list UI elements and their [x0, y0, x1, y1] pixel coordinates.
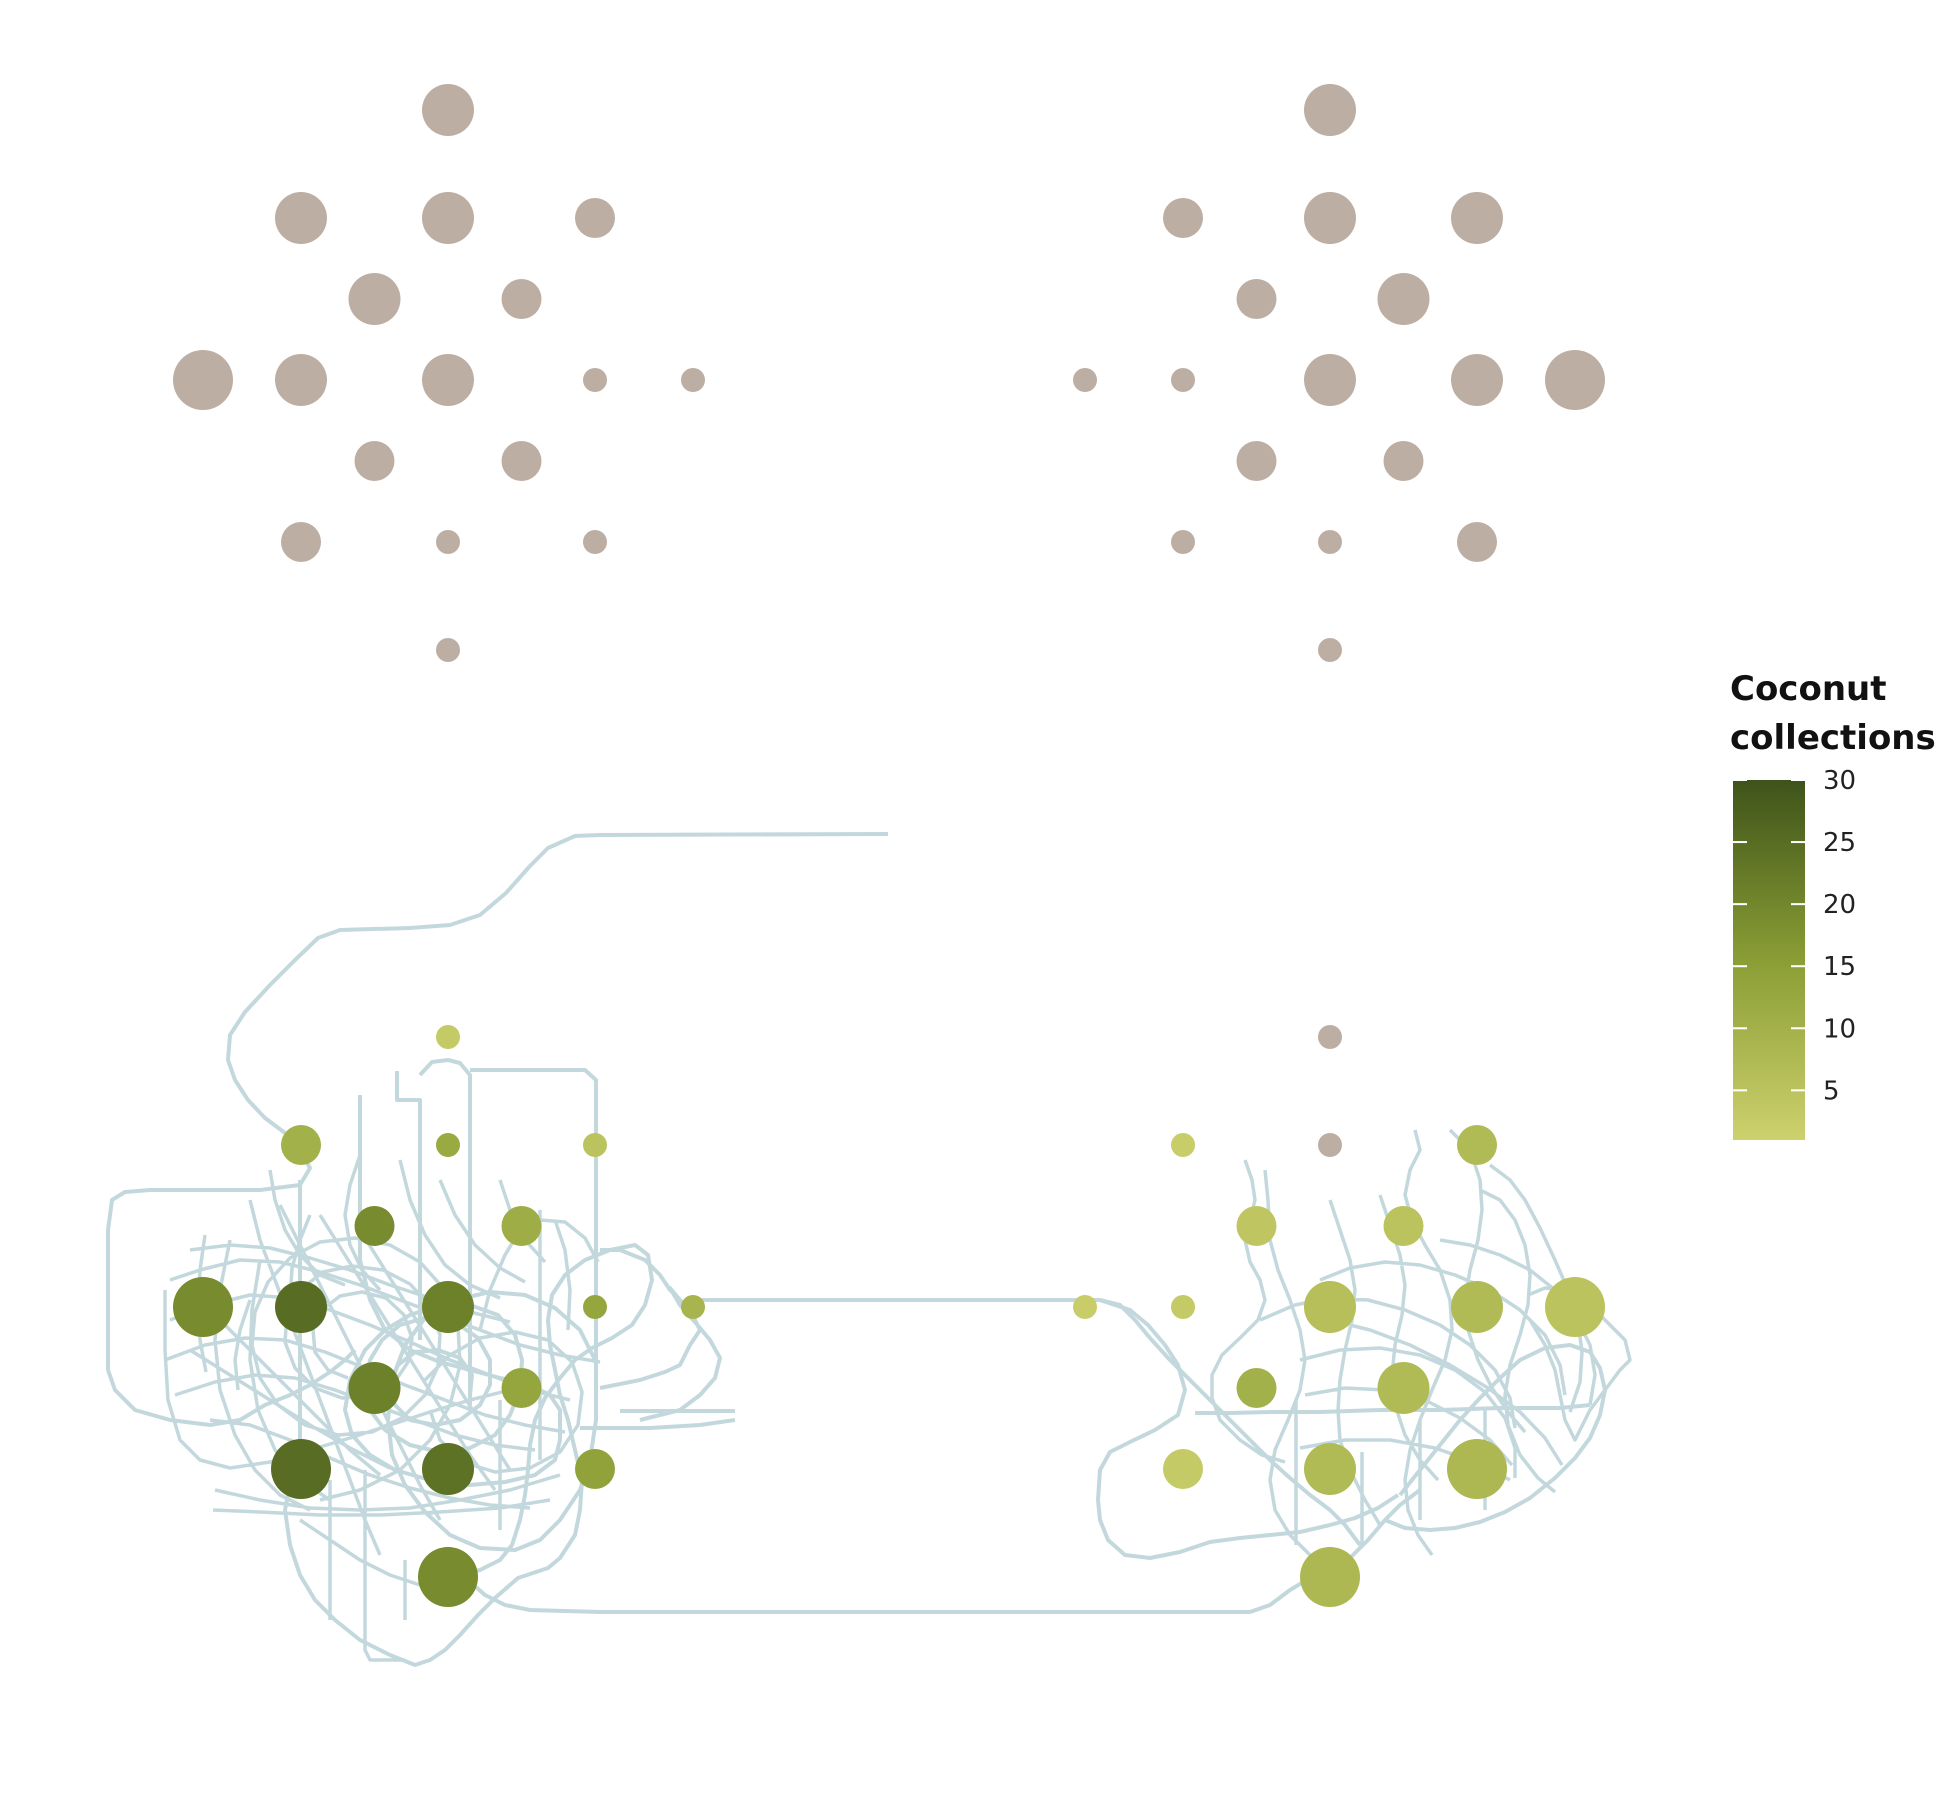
data-point: [418, 1547, 478, 1607]
data-point: [681, 1295, 705, 1319]
data-point: [1304, 192, 1356, 244]
legend-tick-label: 20: [1823, 890, 1856, 920]
legend-tick-label: 5: [1823, 1076, 1840, 1106]
left-map: [173, 84, 705, 662]
data-point: [1383, 441, 1424, 481]
data-point: [1457, 1125, 1497, 1165]
data-point: [583, 368, 607, 392]
data-point: [1545, 1277, 1605, 1337]
data-point: [1304, 84, 1356, 136]
data-point: [1171, 1295, 1195, 1319]
right-agent-path: [1096, 1298, 1607, 1560]
data-point: [436, 1133, 460, 1157]
data-point: [275, 192, 327, 244]
data-point: [1377, 1362, 1430, 1414]
data-point: [281, 1125, 321, 1165]
data-point: [575, 1449, 615, 1489]
right-agent-dense-tangle: [1210, 1128, 1632, 1572]
data-point: [1304, 1281, 1356, 1333]
legend-ticks: 5 10 15 20 25 30: [1733, 766, 1856, 1106]
data-point: [1451, 192, 1503, 244]
data-point: [1383, 1206, 1424, 1246]
data-point: [436, 1025, 460, 1049]
legend-title-line-2: collections: [1730, 718, 1936, 758]
legend: Coconut collections 5 10 15 20 25 30: [1730, 669, 1936, 1140]
data-point: [1318, 638, 1342, 662]
right-map-lower: [1073, 1025, 1605, 1607]
legend-tick-label: 30: [1823, 766, 1856, 796]
data-point: [1304, 354, 1356, 406]
data-point: [1304, 1443, 1356, 1495]
data-point: [501, 1206, 542, 1246]
data-point: [422, 1281, 474, 1333]
data-point: [1171, 1133, 1195, 1157]
data-point: [583, 1295, 607, 1319]
legend-colorbar: [1733, 780, 1805, 1140]
legend-tick-label: 10: [1823, 1014, 1856, 1044]
data-point: [681, 368, 705, 392]
data-point: [422, 84, 474, 136]
data-point: [1236, 1368, 1277, 1408]
data-point: [501, 441, 542, 481]
data-point: [436, 638, 460, 662]
left-map-lower: [173, 1025, 705, 1607]
data-point: [575, 198, 615, 238]
data-point: [422, 192, 474, 244]
data-point: [1163, 198, 1203, 238]
data-point: [1451, 354, 1503, 406]
data-point: [281, 522, 321, 562]
data-point: [1163, 1449, 1203, 1489]
data-point: [348, 1362, 401, 1414]
data-point: [1073, 1295, 1097, 1319]
data-point: [1171, 530, 1195, 554]
data-point: [1318, 530, 1342, 554]
data-point: [1447, 1439, 1507, 1499]
data-point: [1545, 350, 1605, 410]
data-point: [271, 1439, 331, 1499]
data-point: [436, 530, 460, 554]
agent-movement-paths: [106, 832, 1632, 1667]
data-point: [501, 1368, 542, 1408]
collection-points: [173, 84, 1605, 1607]
data-point: [1377, 273, 1430, 325]
data-point: [354, 1206, 395, 1246]
data-point: [501, 279, 542, 319]
data-point: [1236, 441, 1277, 481]
data-point: [1300, 1547, 1360, 1607]
data-point: [173, 350, 233, 410]
legend-tick-label: 25: [1823, 828, 1856, 858]
data-point: [1451, 1281, 1503, 1333]
data-point: [1457, 522, 1497, 562]
left-agent-path-connector: [466, 1488, 1422, 1614]
right-map: [1073, 84, 1605, 662]
data-point: [422, 354, 474, 406]
data-point: [1318, 1025, 1342, 1049]
data-point: [1318, 1133, 1342, 1157]
data-point: [1236, 279, 1277, 319]
data-point: [583, 1133, 607, 1157]
data-point: [1171, 368, 1195, 392]
data-point: [173, 1277, 233, 1337]
data-point: [583, 530, 607, 554]
left-agent-path-south: [283, 1180, 654, 1667]
data-point: [422, 1443, 474, 1495]
data-point: [275, 1281, 327, 1333]
legend-tick-label: 15: [1823, 952, 1856, 982]
data-point: [275, 354, 327, 406]
data-point: [1073, 368, 1097, 392]
data-point: [354, 441, 395, 481]
data-point: [1236, 1206, 1277, 1246]
legend-title-line-1: Coconut: [1730, 669, 1887, 709]
data-point: [348, 273, 401, 325]
left-agent-path-middle: [580, 1248, 1362, 1547]
